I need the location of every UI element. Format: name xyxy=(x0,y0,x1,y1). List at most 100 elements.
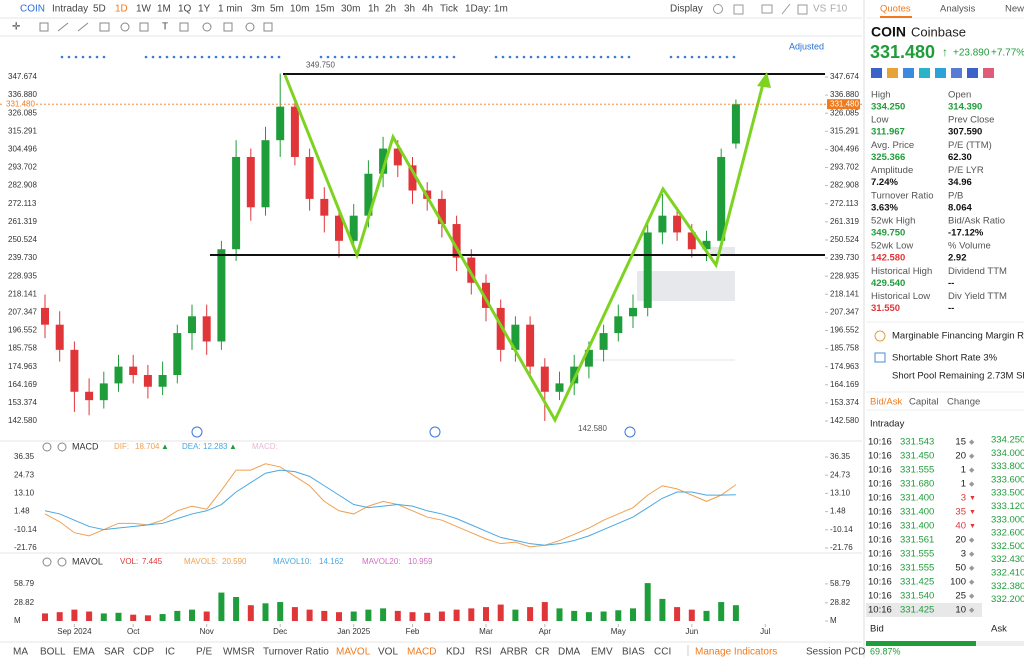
indicator-tab[interactable]: CR xyxy=(535,647,549,658)
period-tab[interactable]: 1h xyxy=(368,4,379,15)
display-menu[interactable]: Display xyxy=(670,4,703,15)
indicator-tab[interactable]: RSI xyxy=(475,647,492,658)
period-tab[interactable]: 5D xyxy=(93,4,106,15)
stat-label: Bid/Ask Ratio xyxy=(948,216,1005,227)
volume-bar xyxy=(453,609,460,621)
indicator-tab[interactable]: P/E xyxy=(196,647,212,658)
stat-label: Div Yield TTM xyxy=(948,291,1007,302)
x-tick-label: Feb xyxy=(406,627,420,636)
period-tab[interactable]: 1M xyxy=(157,4,171,15)
icon[interactable] xyxy=(57,22,69,32)
eye-icon[interactable] xyxy=(57,557,67,567)
period-tab[interactable]: 1W xyxy=(136,4,152,15)
icon[interactable] xyxy=(39,22,49,32)
last-price-tag xyxy=(827,99,860,110)
volume-bar xyxy=(159,614,166,621)
eye-icon[interactable] xyxy=(57,442,67,452)
period-tab[interactable]: 1Y xyxy=(198,4,211,15)
indicator-tab[interactable]: VOL xyxy=(378,647,398,658)
panel-tab[interactable]: Quotes xyxy=(880,4,911,15)
settings-icon[interactable] xyxy=(42,442,52,452)
indicator-tab[interactable]: BIAS xyxy=(622,647,645,658)
trade-marker: ◆ xyxy=(969,593,975,600)
icon[interactable]: T xyxy=(162,22,168,33)
indicator-tab[interactable]: BOLL xyxy=(40,647,66,658)
indicator-tab[interactable]: WMSR xyxy=(223,647,255,658)
period-tab[interactable]: 1Q xyxy=(178,4,192,15)
range-select[interactable]: Intraday xyxy=(870,419,905,430)
period-tab[interactable]: 5m xyxy=(270,4,284,15)
period-tab[interactable]: 1D xyxy=(115,4,128,15)
manage-indicators[interactable]: Manage Indicators xyxy=(695,647,777,658)
period-tab[interactable]: Intraday xyxy=(52,4,88,15)
y-tick-label: 336.880 xyxy=(8,90,37,99)
icon[interactable] xyxy=(120,22,130,32)
indicator-tab[interactable]: EMA xyxy=(73,647,95,658)
ask-price: 333.600 xyxy=(991,474,1024,485)
stat-label: Turnover Ratio xyxy=(871,190,933,201)
indicator-tab[interactable]: Turnover Ratio xyxy=(263,647,329,658)
edit-icon[interactable] xyxy=(781,3,791,15)
indicator-tab[interactable]: DMA xyxy=(558,647,581,658)
signal-dot xyxy=(207,55,211,59)
icon[interactable] xyxy=(245,22,255,32)
indicator-tab[interactable]: CCI xyxy=(654,647,671,658)
signal-dot xyxy=(221,55,225,59)
settings-icon[interactable] xyxy=(713,4,723,14)
icon[interactable]: ✛ xyxy=(12,22,20,33)
period-tab[interactable]: 30m xyxy=(341,4,360,15)
grid-icon[interactable] xyxy=(797,4,808,15)
indicator-tab[interactable]: EMV xyxy=(591,647,613,658)
event-icon[interactable] xyxy=(624,426,636,438)
sub-tab[interactable]: Capital xyxy=(909,397,939,408)
period-tab[interactable]: 1 min xyxy=(218,4,242,15)
icon[interactable] xyxy=(77,22,89,32)
signal-dot xyxy=(144,55,148,59)
stat-label: High xyxy=(871,90,891,101)
period-tab[interactable]: 3h xyxy=(404,4,415,15)
ask-price: 334.250 xyxy=(991,435,1024,446)
period-tab[interactable]: 4h xyxy=(422,4,433,15)
sub-tab[interactable]: Bid/Ask xyxy=(870,397,902,408)
panel-tab[interactable]: New xyxy=(1005,4,1024,15)
period-tab[interactable]: Tick xyxy=(440,4,459,15)
camera-icon[interactable] xyxy=(761,4,773,14)
trade-price: 331.543 xyxy=(900,437,934,448)
period-tab[interactable]: 1Day: 1m xyxy=(465,4,508,15)
x-tick-label: Jul xyxy=(760,627,770,636)
y-tick-label: 185.758 xyxy=(830,344,859,353)
settings-icon[interactable] xyxy=(42,557,52,567)
indicator-tab[interactable]: MACD xyxy=(407,647,436,658)
icon[interactable] xyxy=(263,22,273,32)
volume-bar xyxy=(189,609,195,621)
signal-dot xyxy=(571,55,575,59)
indicator-tab[interactable]: ARBR xyxy=(500,647,528,658)
volume-bar xyxy=(306,609,313,621)
session-toggle: Session PCD xyxy=(806,647,865,658)
indicator-tab[interactable]: IC xyxy=(165,647,175,658)
y-tick-label: 207.347 xyxy=(830,307,859,316)
panel-tab[interactable]: Analysis xyxy=(940,4,976,15)
y-tick-label: 142.580 xyxy=(830,416,859,425)
period-tab[interactable]: 10m xyxy=(290,4,309,15)
icon[interactable] xyxy=(139,22,149,32)
checkbox[interactable] xyxy=(733,4,744,15)
indicator-tab[interactable]: KDJ xyxy=(446,647,465,658)
candle-body xyxy=(482,282,490,308)
indicator-tab[interactable]: MAVOL xyxy=(336,647,371,658)
icon[interactable] xyxy=(202,22,212,32)
indicator-tab[interactable]: CDP xyxy=(133,647,154,658)
period-tab[interactable]: 15m xyxy=(315,4,334,15)
indicator-tab[interactable]: SAR xyxy=(104,647,125,658)
sub-tab[interactable]: Change xyxy=(947,397,980,408)
icon[interactable] xyxy=(179,22,189,32)
icon[interactable] xyxy=(99,22,110,32)
signal-dot xyxy=(683,55,687,59)
period-tab[interactable]: 3m xyxy=(251,4,265,15)
event-icon[interactable] xyxy=(191,426,203,438)
icon[interactable] xyxy=(223,22,233,32)
indicator-tab[interactable]: MA xyxy=(13,647,28,658)
trade-qty: 40 xyxy=(955,521,966,532)
period-tab[interactable]: 2h xyxy=(385,4,396,15)
event-icon[interactable] xyxy=(429,426,441,438)
